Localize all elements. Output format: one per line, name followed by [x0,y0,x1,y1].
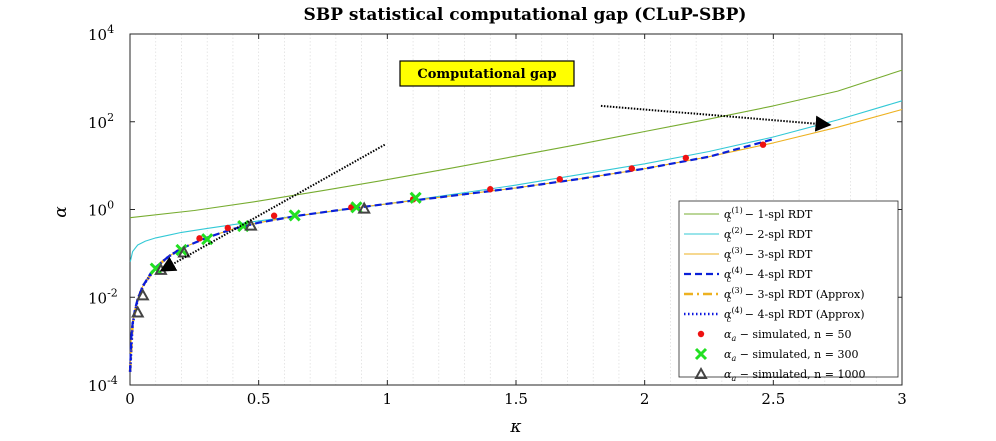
data-point-sim300 [288,209,301,222]
legend-swatch [694,366,708,379]
x-axis-ticks: 0 0.5 1 1.5 2 2.5 3 [125,34,907,408]
legend-entry-sim50: αa − simulated, n = 50 [697,328,851,343]
marker-layer [131,141,767,318]
series-line-rdt1 [129,69,903,219]
data-point-sim300 [201,233,214,246]
annotation-label: Computational gap [417,67,556,82]
legend-label: α(4) c − 4-spl RDT [724,266,813,284]
legend-entry-rdt2: α(2) c − 2-spl RDT [684,226,813,244]
annotation-arrow [159,143,386,272]
y-tick-label: 104 [88,23,114,44]
x-tick-label: 1 [383,390,393,408]
data-point-sim50 [487,186,494,193]
legend-entry-rdt1: α(1) c − 1-spl RDT [684,206,813,224]
annotation-box [399,60,575,87]
data-point-sim50 [224,224,231,232]
y-axis-ticks: 10-4 10-2 100 102 104 [88,23,902,395]
y-tick-label: 10-2 [88,286,118,307]
data-point-sim1000 [357,201,371,214]
legend-label: α(3) c − 3-spl RDT (Approx) [724,286,865,304]
annotation-arrow [600,104,832,132]
data-point-sim50 [556,176,563,183]
legend-entry-rdt3: α(3) c − 3-spl RDT [684,246,813,264]
data-point-sim1000 [177,245,191,258]
data-point-sim50 [759,141,767,148]
x-tick-label: 0.5 [247,390,271,408]
series-layer [128,69,903,372]
x-tick-label: 1.5 [504,390,528,408]
x-tick-label: 0 [125,390,135,408]
legend-label: α(1) c − 1-spl RDT [724,206,813,224]
data-point-sim50 [628,165,635,172]
data-point-sim50 [270,212,278,219]
legend-box [678,200,899,378]
y-axis-label: α [51,206,71,218]
data-point-sim300 [175,243,188,256]
data-point-sim50 [682,154,690,162]
legend-entry-sim300: αa − simulated, n = 300 [694,347,858,363]
legend-label: αa − simulated, n = 1000 [724,368,865,383]
legend-entry-approx3: α(3) c − 3-spl RDT (Approx) [684,286,865,304]
data-point-sim1000 [244,218,258,231]
legend-label: αa − simulated, n = 50 [724,328,851,343]
x-tick-label: 3 [897,390,907,408]
legend-swatch [697,330,705,338]
y-tick-label: 10-4 [88,374,118,395]
legend-entry-sim1000: αa − simulated, n = 1000 [694,366,865,383]
legend-label: α(2) c − 2-spl RDT [724,226,813,244]
annotation-arrows [159,104,832,272]
legend: α(1) c − 1-spl RDT α(2) c − 2-spl RDT α(3) c … [678,200,899,383]
chart-title: SBP statistical computational gap (CLuP-… [304,5,747,25]
data-point-sim300 [409,191,422,204]
data-point-sim1000 [131,305,145,318]
x-tick-label: 2 [640,390,650,408]
series-line-rdt4 [129,138,774,372]
y-tick-label: 102 [88,111,114,132]
y-tick-label: 100 [88,199,114,220]
legend-label: α(4) c − 4-spl RDT (Approx) [724,306,865,324]
legend-label: αa − simulated, n = 300 [724,348,858,363]
x-axis-label: κ [509,417,521,437]
x-tick-label: 2.5 [761,390,785,408]
legend-swatch [694,347,708,361]
data-point-sim50 [196,235,203,242]
legend-entry-rdt4: α(4) c − 4-spl RDT [684,266,813,284]
data-point-sim300 [149,262,162,275]
legend-entry-approx4: α(4) c − 4-spl RDT (Approx) [684,306,865,324]
computational-gap-annotation: Computational gap [159,60,832,272]
data-point-sim1000 [136,288,150,301]
legend-label: α(3) c − 3-spl RDT [724,246,813,264]
series-line-approx4 [128,247,183,372]
